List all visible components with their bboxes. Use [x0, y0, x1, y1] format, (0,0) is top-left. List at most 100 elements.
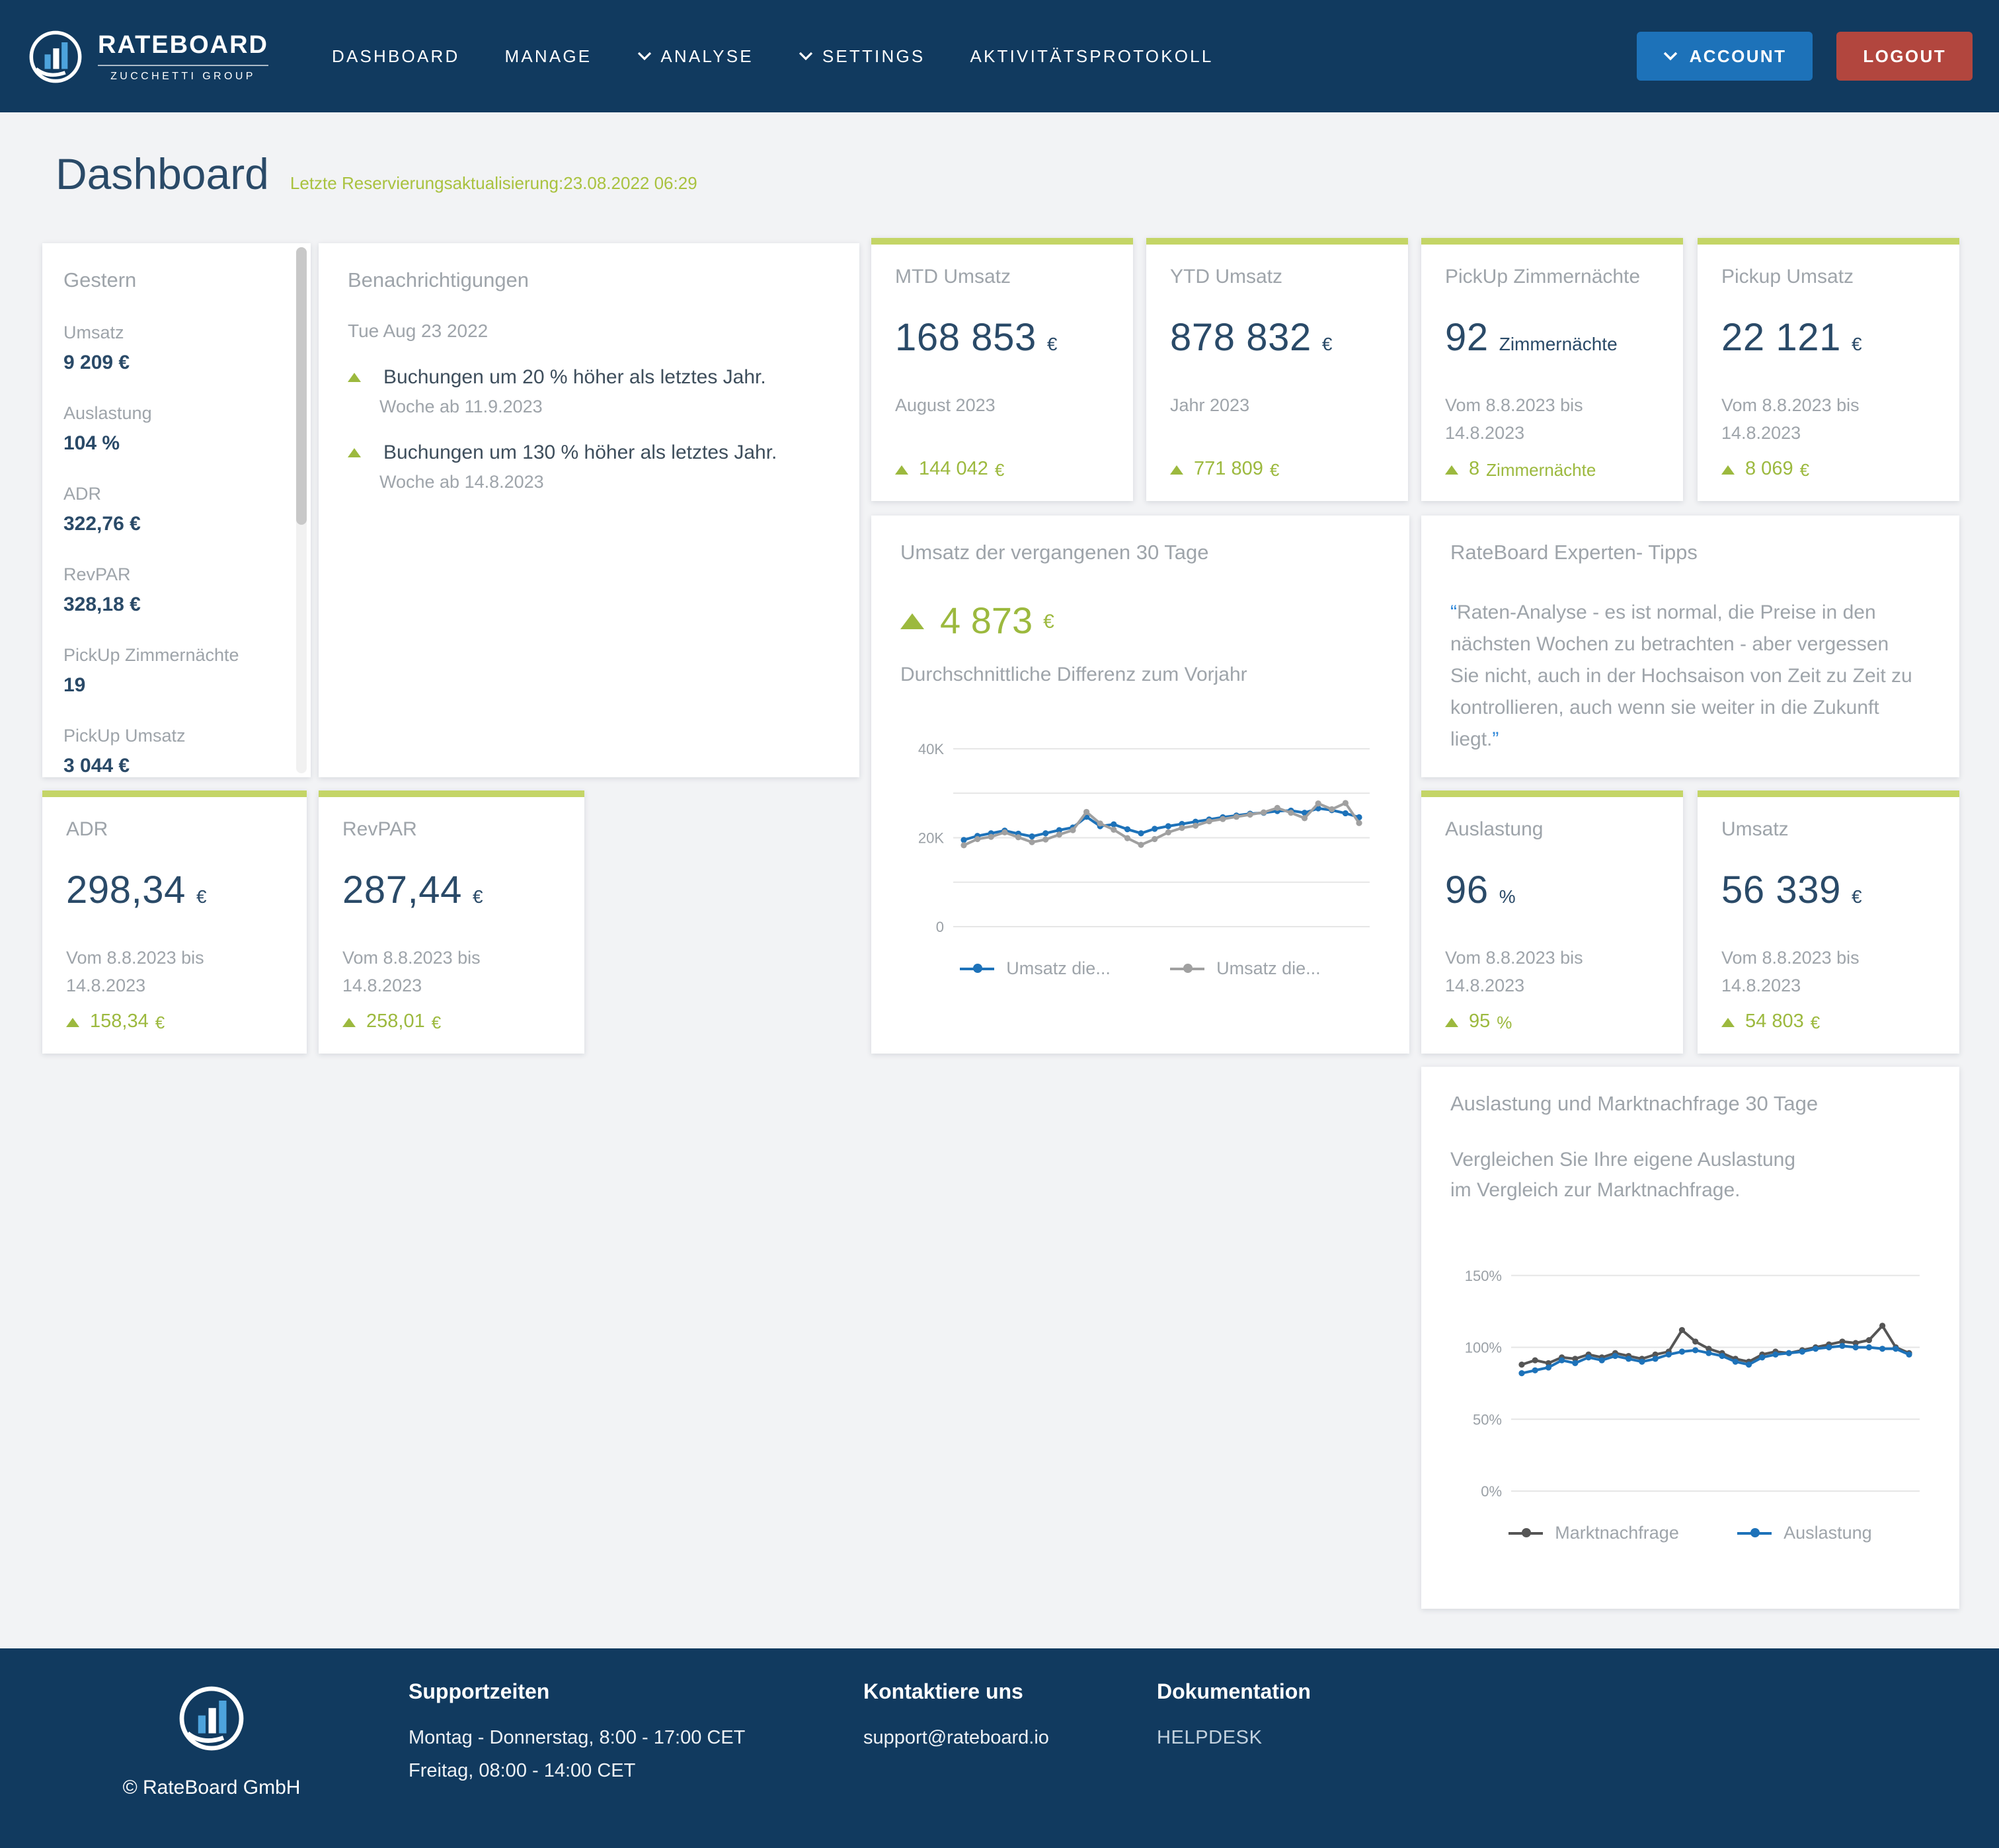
- footer-contact-column: Kontaktiere uns support@rateboard.io: [863, 1681, 1049, 1755]
- legend-item: Auslastung: [1737, 1523, 1872, 1543]
- nav-aktivitaetsprotokoll[interactable]: AKTIVITÄTSPROTOKOLL: [970, 46, 1214, 66]
- svg-text:100%: 100%: [1465, 1340, 1502, 1356]
- market-demand-card: Auslastung und Marktnachfrage 30 Tage Ve…: [1421, 1067, 1959, 1609]
- kpi-delta: 144 042 €: [895, 459, 1004, 480]
- kpi-period: Jahr 2023: [1170, 395, 1250, 415]
- svg-text:150%: 150%: [1465, 1268, 1502, 1284]
- kpi-value: 298,34: [66, 870, 186, 912]
- kpi-title: Pickup Umsatz: [1721, 266, 1854, 288]
- metric-value: 9 209 €: [63, 352, 130, 374]
- up-triangle-icon: [895, 465, 908, 474]
- expert-tips-card: RateBoard Experten- Tipps “Raten-Analyse…: [1421, 516, 1959, 777]
- footer-column-title: Supportzeiten: [409, 1681, 550, 1704]
- kpi-title: Umsatz: [1721, 818, 1789, 841]
- brand-logo[interactable]: RATEBOARD ZUCCHETTI GROUP: [26, 27, 268, 85]
- kpi-card-pickup-umsatz: Pickup Umsatz 22 121 € Vom 8.8.2023 bis 1…: [1698, 238, 1959, 501]
- gestern-metric-revpar: RevPAR 328,18 €: [63, 564, 290, 616]
- kpi-value: 56 339: [1721, 870, 1841, 912]
- notifications-title: Benachrichtigungen: [348, 270, 529, 292]
- svg-text:0%: 0%: [1481, 1483, 1502, 1500]
- scrollbar-thumb[interactable]: [296, 247, 307, 525]
- kpi-delta: 95%: [1445, 1011, 1512, 1032]
- gestern-card: Gestern Umsatz 9 209 € Auslastung 104 % …: [42, 243, 311, 777]
- market-card-title: Auslastung und Marktnachfrage 30 Tage: [1450, 1093, 1819, 1116]
- nav-manage[interactable]: MANAGE: [504, 46, 592, 66]
- kpi-title: YTD Umsatz: [1170, 266, 1283, 288]
- gestern-metric-pickup-zimmernaechte: PickUp Zimmernächte 19: [63, 645, 290, 697]
- kpi-unit: Zimmernächte: [1499, 333, 1618, 354]
- kpi-period: Vom 8.8.2023 bis 14.8.2023: [1445, 948, 1583, 995]
- notification-text: Buchungen um 20 % höher als letztes Jahr…: [383, 366, 766, 389]
- kpi-card-revpar: RevPAR 287,44 € Vom 8.8.2023 bis 14.8.202…: [319, 790, 584, 1054]
- metric-value: 328,18 €: [63, 594, 141, 616]
- svg-text:20K: 20K: [918, 829, 944, 846]
- kpi-title: ADR: [66, 818, 108, 841]
- account-button[interactable]: ACCOUNT: [1636, 32, 1813, 81]
- gestern-metric-pickup-umsatz: PickUp Umsatz 3 044 €: [63, 726, 290, 777]
- metric-label: Auslastung: [63, 403, 152, 423]
- nav-dashboard[interactable]: DASHBOARD: [331, 46, 460, 66]
- up-triangle-icon: [342, 1017, 356, 1026]
- metric-label: PickUp Zimmernächte: [63, 645, 239, 665]
- kpi-delta: 8 069 €: [1721, 459, 1809, 480]
- kpi-title: PickUp Zimmernächte: [1445, 266, 1641, 288]
- up-triangle-icon: [1721, 465, 1735, 474]
- kpi-period: Vom 8.8.2023 bis 14.8.2023: [1445, 395, 1583, 443]
- metric-value: 3 044 €: [63, 755, 130, 777]
- up-triangle-icon: [1170, 465, 1183, 474]
- nav-settings[interactable]: SETTINGS: [799, 46, 925, 66]
- legend-item: Umsatz die...: [1170, 958, 1321, 978]
- line-marker-icon: [1737, 1528, 1772, 1537]
- kpi-value: 287,44: [342, 870, 462, 912]
- metric-label: PickUp Umsatz: [63, 726, 186, 746]
- kpi-value: 96: [1445, 870, 1489, 912]
- kpi-unit: €: [1852, 333, 1862, 354]
- logout-button[interactable]: LOGOUT: [1836, 32, 1973, 81]
- svg-text:50%: 50%: [1473, 1411, 1502, 1428]
- metric-label: ADR: [63, 484, 102, 504]
- kpi-value: 22 121: [1721, 317, 1841, 360]
- kpi-period: August 2023: [895, 395, 996, 415]
- footer-docs-column: Dokumentation HELPDESK: [1157, 1681, 1311, 1755]
- svg-text:0: 0: [936, 919, 944, 935]
- footer: © RateBoard GmbH Supportzeiten Montag - …: [0, 1648, 1999, 1848]
- kpi-delta: 8 Zimmernächte: [1445, 459, 1596, 480]
- kpi-period: Vom 8.8.2023 bis 14.8.2023: [66, 948, 204, 995]
- kpi-title: RevPAR: [342, 818, 417, 841]
- up-triangle-icon: [66, 1017, 79, 1026]
- gestern-scrollbar[interactable]: [296, 247, 307, 773]
- quote-close: ”: [1492, 728, 1499, 751]
- kpi-card-pickup-zimmernaechte: PickUp Zimmernächte 92 Zimmernächte Vom 8…: [1421, 238, 1683, 501]
- notifications-card: Benachrichtigungen Tue Aug 23 2022 Buchu…: [319, 243, 859, 777]
- kpi-value: 92: [1445, 317, 1489, 360]
- helpdesk-link[interactable]: HELPDESK: [1157, 1728, 1263, 1749]
- footer-support-column: Supportzeiten Montag - Donnerstag, 8:00 …: [409, 1681, 745, 1788]
- support-email-link[interactable]: support@rateboard.io: [863, 1728, 1049, 1749]
- metric-value: 19: [63, 674, 86, 697]
- gestern-metric-adr: ADR 322,76 €: [63, 484, 290, 535]
- kpi-period: Vom 8.8.2023 bis 14.8.2023: [1721, 948, 1860, 995]
- tips-body: Raten-Analyse - es ist normal, die Preis…: [1450, 601, 1912, 751]
- top-navbar: RATEBOARD ZUCCHETTI GROUP DASHBOARD MANA…: [0, 0, 1999, 112]
- notification-subtext: Woche ab 14.8.2023: [379, 472, 544, 492]
- notification-text: Buchungen um 130 % höher als letztes Jah…: [383, 442, 777, 464]
- up-triangle-icon: [348, 373, 361, 382]
- kpi-unit: €: [1852, 886, 1862, 907]
- footer-logo-block: © RateBoard GmbH: [79, 1683, 344, 1799]
- notifications-date: Tue Aug 23 2022: [348, 320, 489, 341]
- page-title: Dashboard: [56, 149, 269, 198]
- metric-value: 322,76 €: [63, 513, 141, 535]
- dashboard-content: Dashboard Letzte Reservierungsaktualisie…: [0, 112, 1999, 1648]
- tips-text: “Raten-Analyse - es ist normal, die Prei…: [1450, 597, 1930, 756]
- line-marker-icon: [1170, 964, 1205, 973]
- chevron-down-icon: [1663, 52, 1677, 61]
- kpi-unit: €: [473, 886, 483, 907]
- up-triangle-icon: [1445, 1017, 1458, 1026]
- nav-analyse[interactable]: ANALYSE: [637, 46, 753, 66]
- legend-item: Umsatz die...: [960, 958, 1111, 978]
- revenue-caption: Durchschnittliche Differenz zum Vorjahr: [900, 664, 1247, 686]
- chevron-down-icon: [799, 52, 812, 61]
- kpi-delta: 258,01 €: [342, 1011, 441, 1032]
- revenue-30d-card: Umsatz der vergangenen 30 Tage 4 873 € D…: [871, 516, 1409, 1054]
